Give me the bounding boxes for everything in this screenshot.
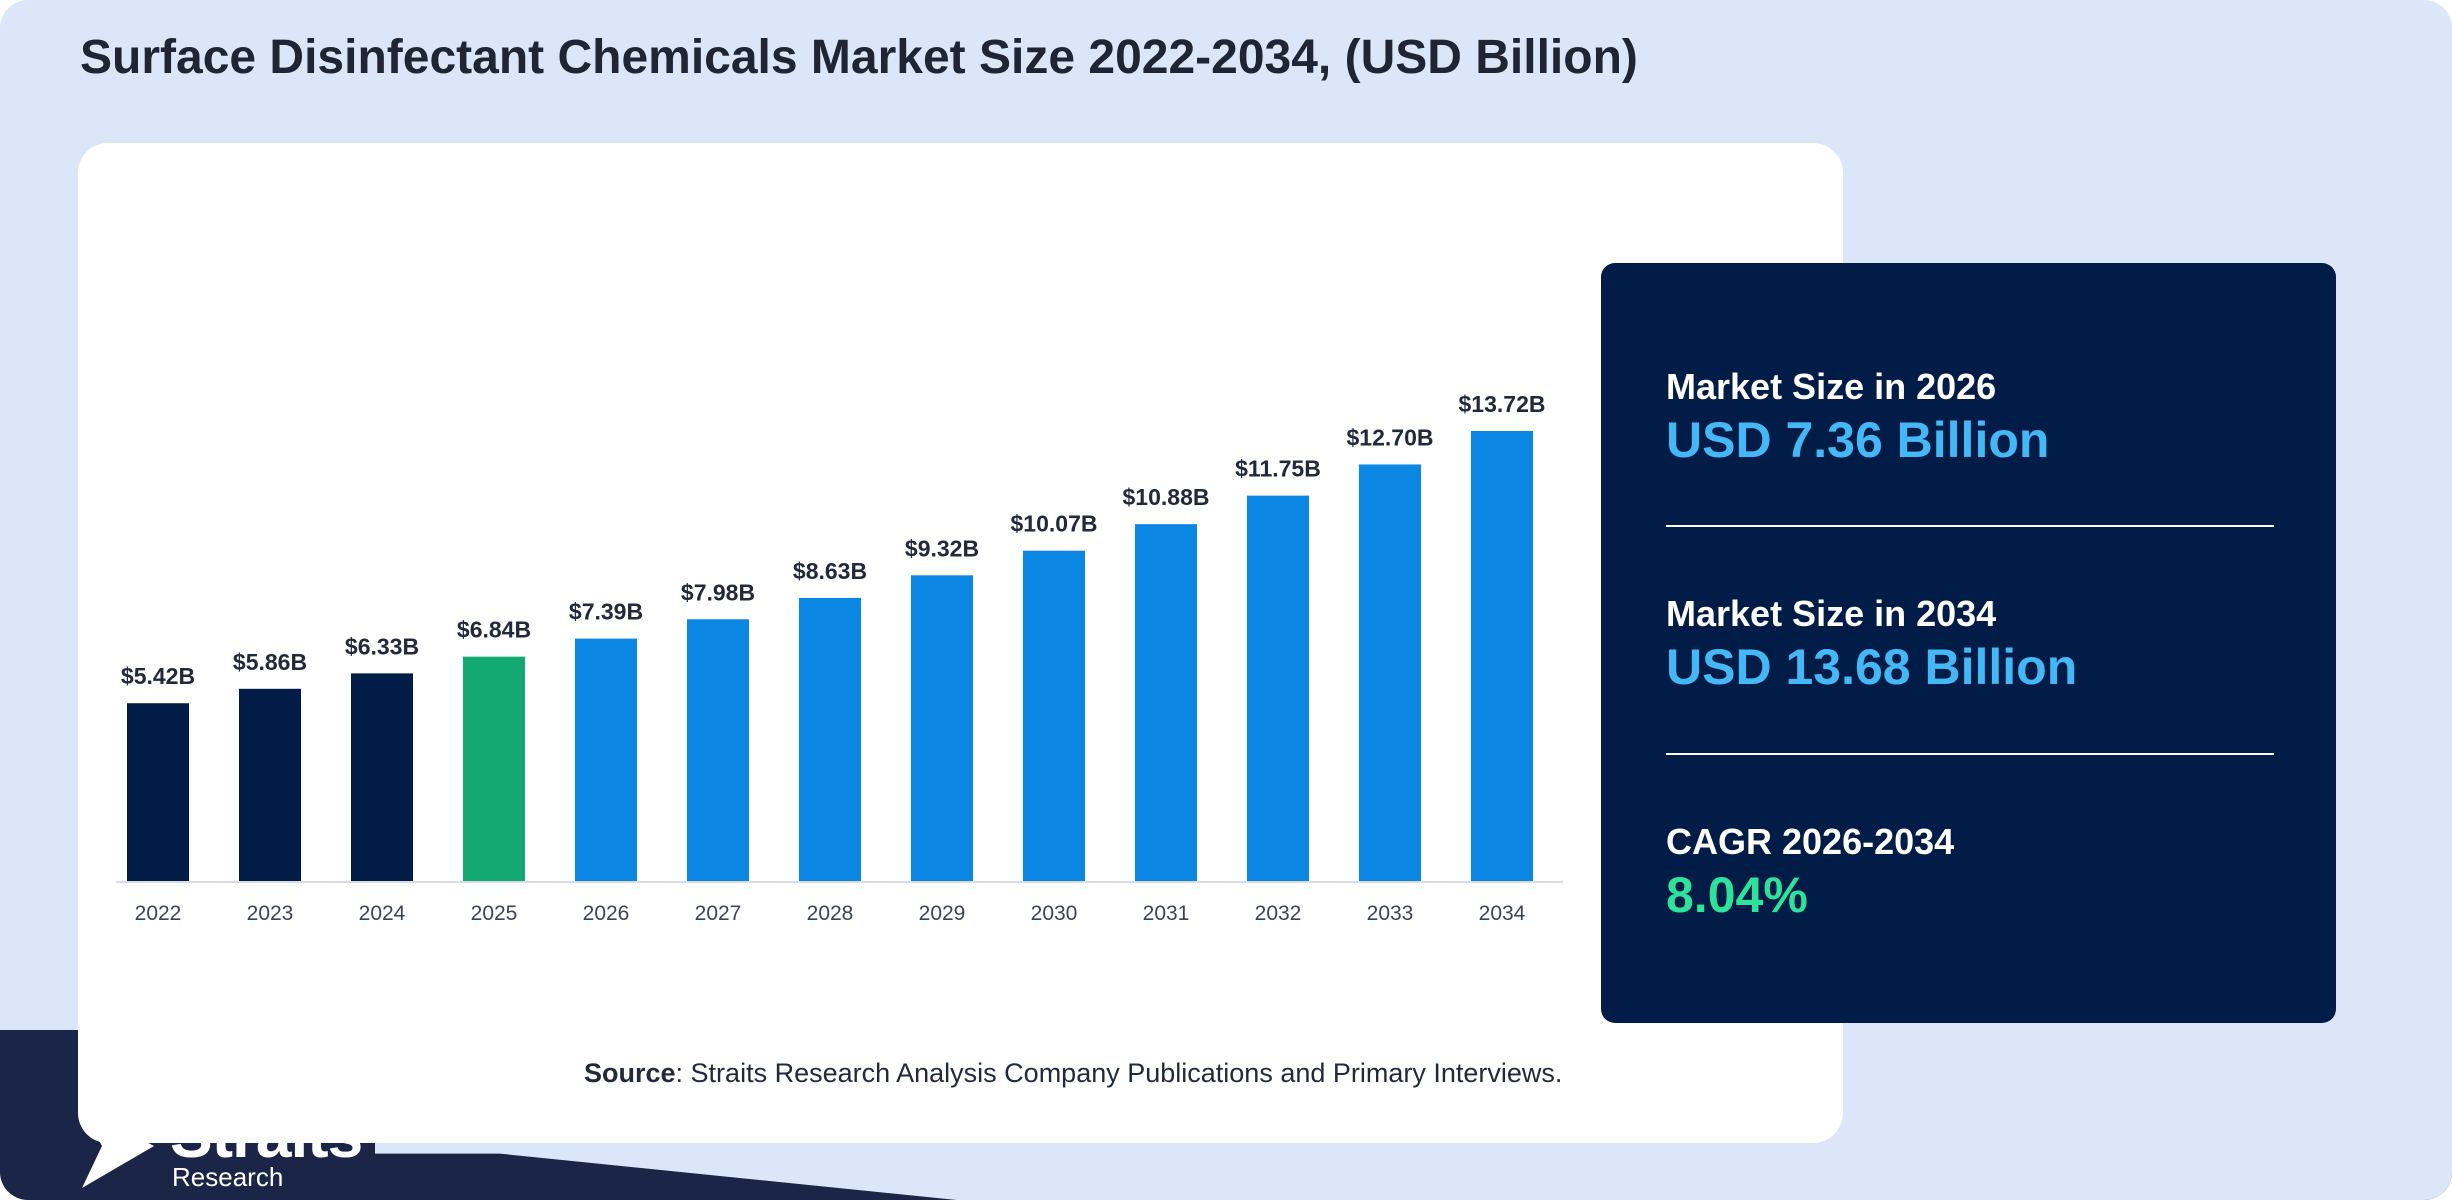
bar-2023 <box>239 688 301 881</box>
bar-chart: $5.42B 2022 $5.86B 2023 $6.33B 2024 $6.84B 2025… <box>116 391 1563 925</box>
straits-research-logo: Straits Research <box>78 1099 398 1195</box>
logo-wordmark: Straits <box>170 1099 363 1171</box>
page-title: Surface Disinfectant Chemicals Market Si… <box>80 31 1638 84</box>
bar-2029 <box>911 575 973 881</box>
data-label-2031: $10.88B <box>1123 484 1210 510</box>
x-tick-label-2029: 2029 <box>919 902 966 925</box>
cagr-label: CAGR 2026-2034 <box>1666 821 1955 862</box>
market-summary-panel: Market Size in 2026 USD 7.36 Billion Mar… <box>1601 263 2336 1023</box>
source-note: Source: Straits Research Analysis Compan… <box>584 1058 1562 1089</box>
bar-2024 <box>351 673 413 881</box>
bar-2031 <box>1135 524 1197 881</box>
data-label-2025: $6.84B <box>457 617 531 643</box>
divider <box>1666 525 2274 527</box>
market-size-2026-label: Market Size in 2026 <box>1666 366 1997 407</box>
bar-2033 <box>1359 464 1421 881</box>
x-tick-label-2030: 2030 <box>1031 902 1078 925</box>
data-label-2022: $5.42B <box>121 663 195 689</box>
data-label-2026: $7.39B <box>569 599 643 625</box>
data-label-2028: $8.63B <box>793 558 867 584</box>
x-tick-label-2022: 2022 <box>135 902 182 925</box>
data-label-2034: $13.72B <box>1459 391 1546 417</box>
market-size-2026-value: USD 7.36 Billion <box>1666 412 2050 468</box>
x-tick-label-2032: 2032 <box>1255 902 1302 925</box>
cagr-value: 8.04% <box>1666 867 1808 923</box>
x-tick-label-2034: 2034 <box>1479 902 1526 925</box>
divider <box>1666 753 2274 755</box>
data-label-2033: $12.70B <box>1347 424 1434 450</box>
logo-arrow-icon <box>82 1108 154 1188</box>
market-size-2034-value: USD 13.68 Billion <box>1666 639 2078 695</box>
bar-2034 <box>1471 431 1533 881</box>
data-label-2024: $6.33B <box>345 633 419 659</box>
bar-2025 <box>463 656 525 881</box>
bar-2032 <box>1247 495 1309 881</box>
market-size-2034-label: Market Size in 2034 <box>1666 593 1997 634</box>
x-tick-label-2024: 2024 <box>359 902 406 925</box>
x-tick-label-2027: 2027 <box>695 902 742 925</box>
bar-2030 <box>1023 550 1085 881</box>
bar-2027 <box>687 619 749 881</box>
bar-2028 <box>799 597 861 881</box>
x-tick-label-2028: 2028 <box>807 902 854 925</box>
data-label-2030: $10.07B <box>1011 511 1098 537</box>
data-label-2023: $5.86B <box>233 649 307 675</box>
bar-2026 <box>575 638 637 881</box>
x-tick-label-2026: 2026 <box>583 902 630 925</box>
x-tick-label-2031: 2031 <box>1143 902 1190 925</box>
x-tick-label-2025: 2025 <box>471 902 518 925</box>
source-prefix: Source <box>584 1058 676 1088</box>
data-label-2032: $11.75B <box>1235 456 1321 482</box>
x-tick-label-2023: 2023 <box>247 902 294 925</box>
data-label-2027: $7.98B <box>681 579 755 605</box>
source-text: : Straits Research Analysis Company Publ… <box>675 1058 1563 1088</box>
data-label-2029: $9.32B <box>905 535 979 561</box>
x-tick-label-2033: 2033 <box>1367 902 1414 925</box>
logo-subtitle: Research <box>172 1162 284 1192</box>
bar-2022 <box>127 703 189 881</box>
